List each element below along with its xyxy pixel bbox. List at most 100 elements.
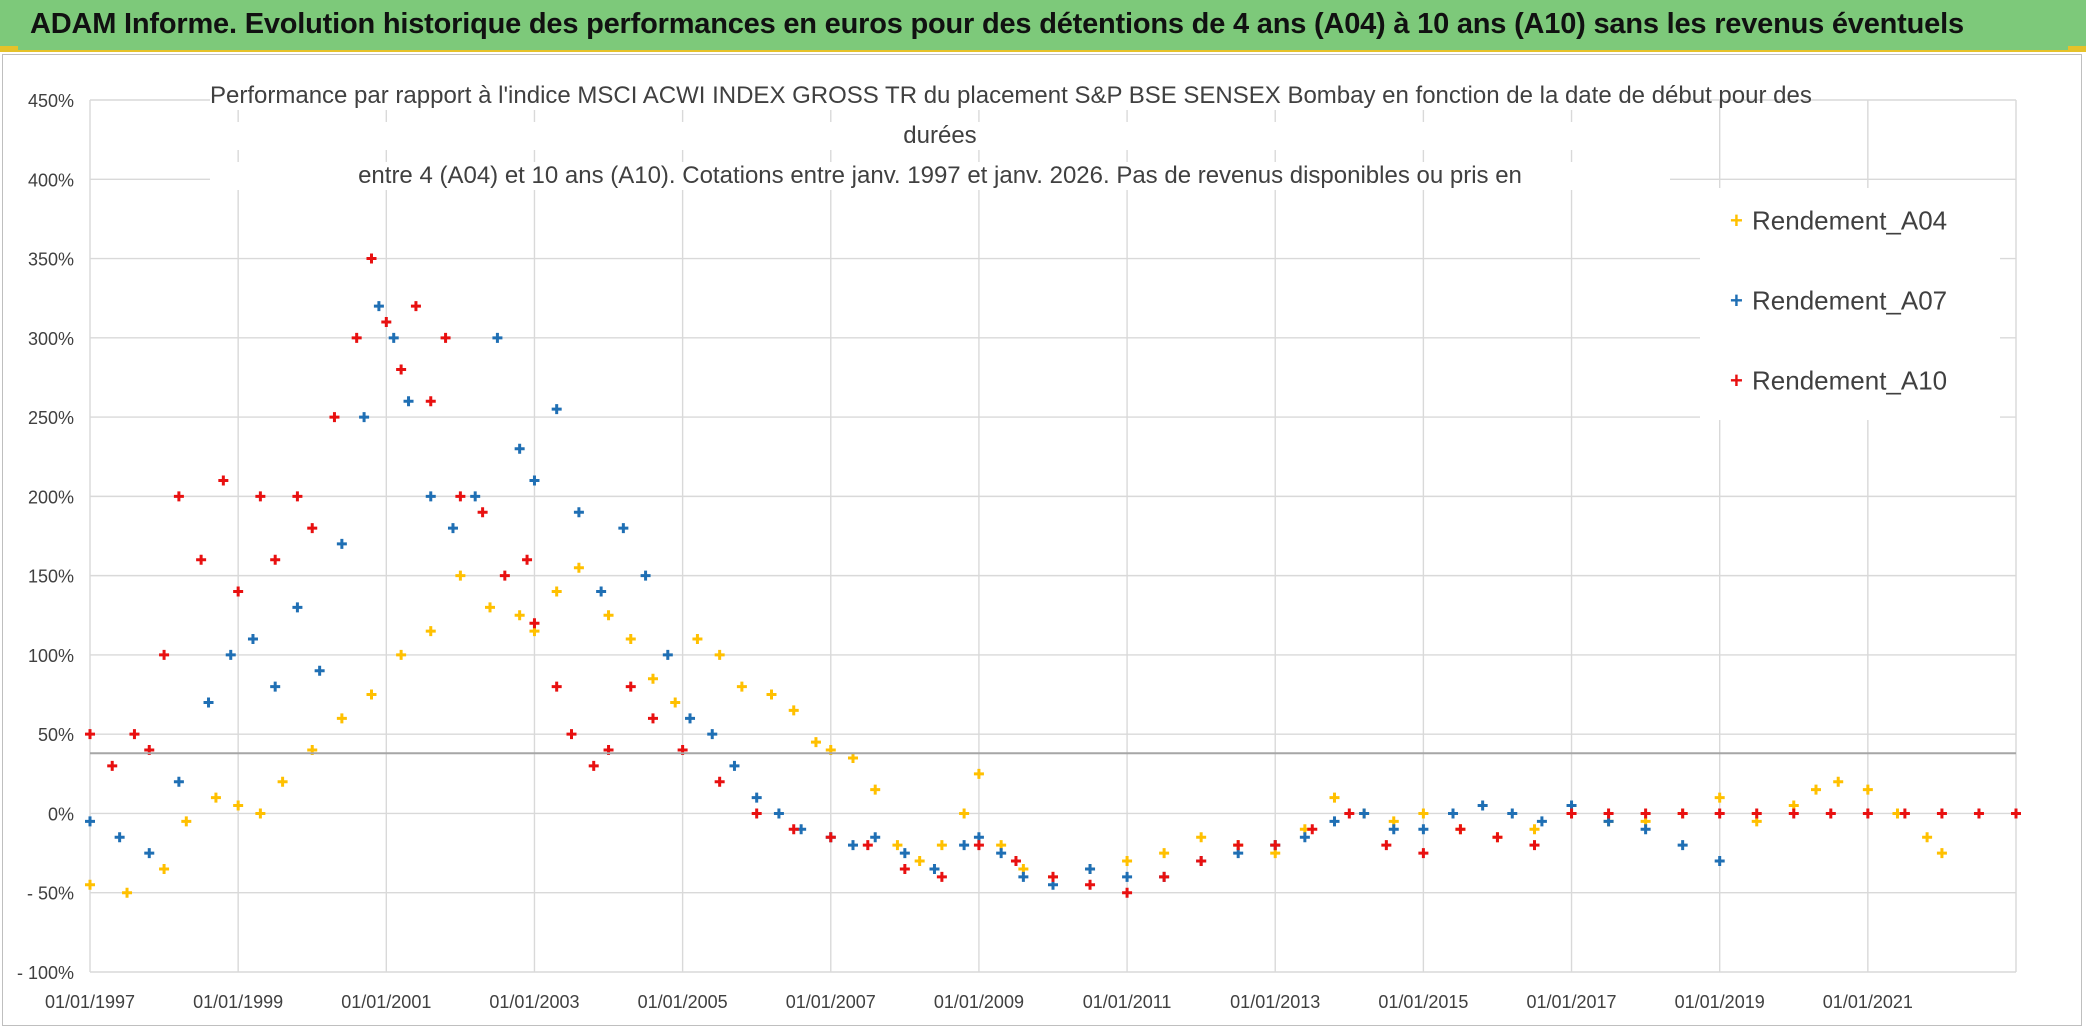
data-point xyxy=(233,586,244,597)
data-point xyxy=(255,808,266,819)
data-point xyxy=(625,681,636,692)
data-point xyxy=(1448,808,1459,819)
x-tick-label: 01/01/2007 xyxy=(786,992,876,1012)
data-point xyxy=(596,586,607,597)
data-point xyxy=(396,649,407,660)
data-point xyxy=(1018,871,1029,882)
data-point xyxy=(336,538,347,549)
data-point xyxy=(729,760,740,771)
data-point xyxy=(959,840,970,851)
data-point xyxy=(1862,784,1873,795)
data-point xyxy=(1122,887,1133,898)
x-tick-label: 01/01/2019 xyxy=(1675,992,1765,1012)
banner-accent-right xyxy=(2068,46,2086,52)
data-point xyxy=(1833,776,1844,787)
chart-title-line-1: Performance par rapport à l'indice MSCI … xyxy=(210,82,1812,110)
y-tick-label: - 50% xyxy=(27,884,74,904)
data-point xyxy=(1603,808,1614,819)
data-point xyxy=(1922,832,1933,843)
data-point xyxy=(625,634,636,645)
data-point xyxy=(107,760,118,771)
data-point xyxy=(492,332,503,343)
x-tick-label: 01/01/2009 xyxy=(934,992,1024,1012)
legend-label-a10: Rendement_A10 xyxy=(1752,365,1948,396)
data-point xyxy=(425,626,436,637)
data-point xyxy=(196,554,207,565)
data-point xyxy=(1677,840,1688,851)
x-tick-label: 01/01/2021 xyxy=(1823,992,1913,1012)
data-point xyxy=(447,523,458,534)
data-point xyxy=(522,554,533,565)
series-rendement-a10 xyxy=(85,253,2021,898)
data-point xyxy=(685,713,696,724)
data-point xyxy=(670,697,681,708)
y-tick-label: 150% xyxy=(28,567,74,587)
x-tick-label: 01/01/1999 xyxy=(193,992,283,1012)
data-point xyxy=(122,887,133,898)
data-point xyxy=(1455,824,1466,835)
data-point xyxy=(929,863,940,874)
data-point xyxy=(225,649,236,660)
data-point xyxy=(85,816,95,827)
legend-marker-a10: + xyxy=(1730,368,1743,394)
data-points xyxy=(85,253,2021,898)
data-point xyxy=(1122,856,1133,867)
x-tick-label: 01/01/2017 xyxy=(1526,992,1616,1012)
data-point xyxy=(1122,871,1133,882)
data-point xyxy=(366,253,377,264)
data-point xyxy=(1233,840,1244,851)
data-point xyxy=(1381,840,1392,851)
data-point xyxy=(862,840,873,851)
x-tick-label: 01/01/2005 xyxy=(638,992,728,1012)
data-point xyxy=(1299,832,1310,843)
data-point xyxy=(847,840,858,851)
data-point xyxy=(766,689,777,700)
data-point xyxy=(514,610,525,621)
series-rendement-a07 xyxy=(85,301,1725,890)
data-point xyxy=(1270,840,1281,851)
data-point xyxy=(373,301,384,312)
data-point xyxy=(455,570,466,581)
data-point xyxy=(277,776,288,787)
data-point xyxy=(566,729,577,740)
data-point xyxy=(573,507,584,518)
data-point xyxy=(788,705,799,716)
y-tick-label: 400% xyxy=(28,170,74,190)
data-point xyxy=(1329,792,1340,803)
data-point xyxy=(1529,824,1540,835)
data-point xyxy=(247,634,258,645)
data-point xyxy=(1085,863,1096,874)
data-point xyxy=(270,554,281,565)
data-point xyxy=(388,332,399,343)
data-point xyxy=(1677,808,1688,819)
data-point xyxy=(477,507,488,518)
data-point xyxy=(1825,808,1836,819)
data-point xyxy=(618,523,629,534)
data-point xyxy=(173,491,184,502)
legend-item-a07: + Rendement_A07 xyxy=(1730,284,1947,317)
data-point xyxy=(114,832,125,843)
data-point xyxy=(440,332,451,343)
data-point xyxy=(529,618,540,629)
data-point xyxy=(936,840,947,851)
data-point xyxy=(692,634,703,645)
data-point xyxy=(892,840,903,851)
y-tick-label: 450% xyxy=(28,91,74,111)
legend-label-a07: Rendement_A07 xyxy=(1752,285,1948,316)
data-point xyxy=(870,832,881,843)
data-point xyxy=(1566,808,1577,819)
legend-item-a04: + Rendement_A04 xyxy=(1730,204,1947,237)
data-point xyxy=(470,491,481,502)
data-point xyxy=(1640,824,1651,835)
y-tick-label: 350% xyxy=(28,250,74,270)
data-point xyxy=(173,776,184,787)
data-point xyxy=(514,443,525,454)
data-point xyxy=(336,713,347,724)
data-point xyxy=(973,768,984,779)
data-point xyxy=(1048,871,1058,882)
data-point xyxy=(396,364,407,375)
data-point xyxy=(351,332,362,343)
data-point xyxy=(1196,832,1207,843)
data-point xyxy=(1862,808,1873,819)
